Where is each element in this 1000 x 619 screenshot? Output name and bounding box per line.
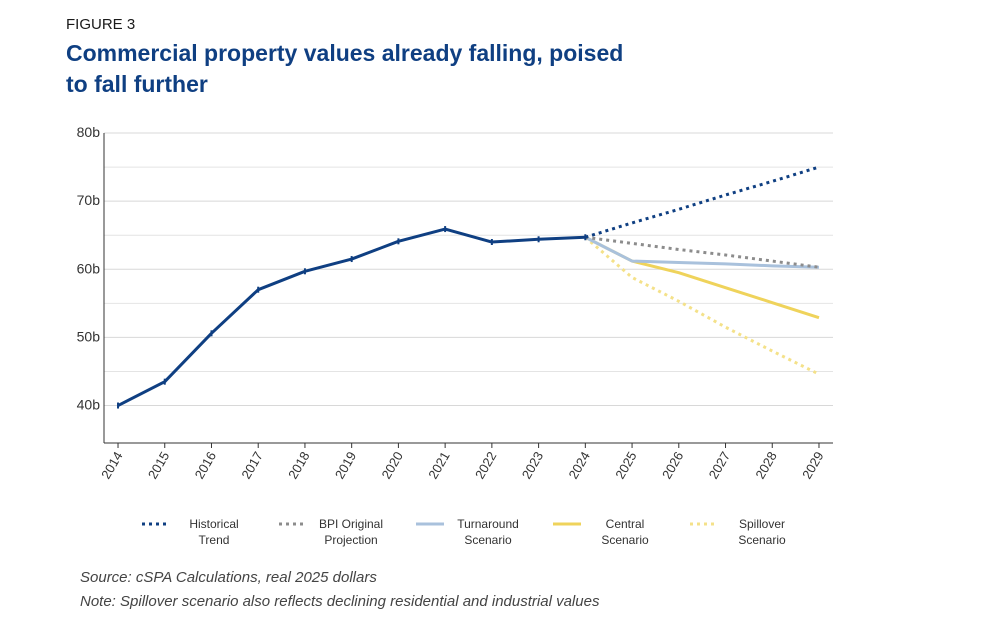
series-line	[585, 235, 820, 269]
legend: Historical Trend BPI Original Projection T…	[140, 516, 825, 548]
y-tick-label: 80b	[77, 124, 101, 140]
x-tick-label: 2026	[659, 449, 686, 482]
x-tick-label: 2022	[472, 449, 499, 482]
legend-label: Turnaround Scenario	[457, 517, 519, 547]
legend-swatch	[142, 522, 170, 526]
series-line	[117, 227, 586, 407]
series-line	[584, 235, 820, 320]
source: Source: cSPA Calculations, real 2025 dol…	[80, 569, 377, 586]
x-tick-label: 2021	[425, 449, 452, 482]
legend-item: Turnaround Scenario	[414, 516, 551, 548]
x-tick-label: 2023	[519, 449, 546, 482]
legend-item: Historical Trend	[140, 516, 277, 548]
x-tick-label: 2025	[612, 449, 639, 482]
series-line	[584, 236, 820, 376]
x-tick-label: 2016	[192, 449, 219, 482]
legend-label: Central Scenario	[601, 517, 649, 547]
x-tick-label: 2017	[238, 449, 265, 482]
x-tick-label: 2014	[98, 449, 125, 482]
x-tick-label: 2027	[706, 449, 733, 482]
x-tick-label: 2015	[145, 449, 172, 482]
y-tick-label: 50b	[77, 328, 101, 344]
legend-item: BPI Original Projection	[277, 516, 414, 548]
legend-swatch	[279, 522, 307, 526]
legend-label: Spillover Scenario	[738, 517, 786, 547]
note: Note: Spillover scenario also reflects d…	[80, 593, 600, 610]
legend-label: Historical Trend	[189, 517, 239, 547]
figure-label: FIGURE 3	[66, 16, 136, 33]
legend-label: BPI Original Projection	[318, 517, 384, 547]
x-tick-label: 2020	[379, 449, 406, 482]
x-tick-label: 2024	[565, 449, 592, 482]
x-tick-label: 2019	[332, 449, 359, 482]
x-tick-label: 2018	[285, 449, 312, 482]
series-line	[584, 235, 820, 269]
y-tick-label: 60b	[77, 260, 101, 276]
series-line	[584, 165, 820, 239]
legend-swatch	[416, 522, 444, 526]
x-tick-label: 2029	[799, 449, 826, 482]
chart-title: Commercial property values already falli…	[66, 40, 624, 97]
y-tick-label: 70b	[77, 192, 101, 208]
legend-swatch	[553, 522, 581, 526]
legend-item: Spillover Scenario	[688, 516, 825, 548]
legend-item: Central Scenario	[551, 516, 688, 548]
legend-swatch	[690, 522, 718, 526]
x-tick-label: 2028	[752, 449, 779, 482]
y-tick-label: 40b	[77, 397, 101, 413]
